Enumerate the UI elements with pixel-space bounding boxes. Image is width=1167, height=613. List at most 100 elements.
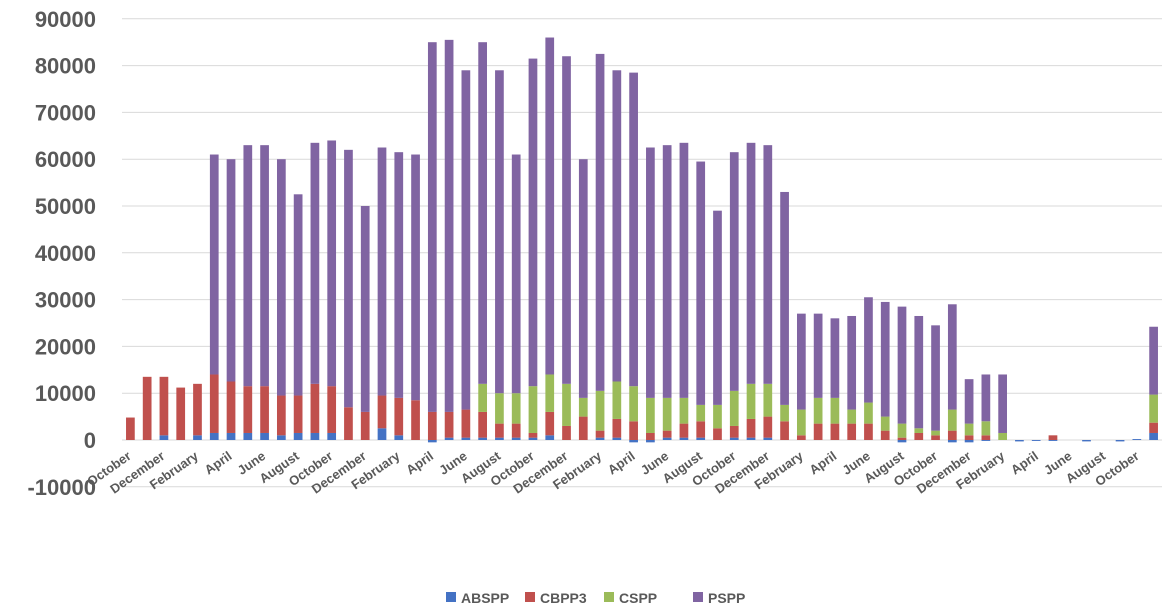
legend-swatch-cbpp3 bbox=[525, 592, 535, 602]
bar-segment-cbpp3 bbox=[880, 430, 890, 440]
bar-segment-cspp bbox=[947, 409, 957, 431]
bar-segment-cspp bbox=[981, 421, 991, 436]
bar-segment-abspp bbox=[293, 432, 303, 440]
bar-segment-pspp bbox=[511, 154, 521, 394]
bar-segment-abspp bbox=[528, 437, 538, 440]
bar-segment-cbpp3 bbox=[646, 432, 655, 440]
bar-segment-abspp bbox=[444, 437, 454, 440]
bar-segment-cbpp3 bbox=[964, 435, 974, 440]
bar-segment-abspp bbox=[1132, 439, 1142, 440]
bar-segment-pspp bbox=[377, 147, 387, 396]
bar-segment-cbpp3 bbox=[729, 425, 739, 438]
bar-segment-cbpp3 bbox=[427, 411, 437, 440]
bar-segment-cbpp3 bbox=[193, 383, 202, 436]
bar-segment-cbpp3 bbox=[914, 432, 924, 440]
bar-segment-cbpp3 bbox=[612, 418, 622, 438]
legend-label-cspp: CSPP bbox=[619, 590, 657, 606]
bar-segment-cbpp3 bbox=[394, 397, 404, 436]
y-tick-label: 40000 bbox=[35, 241, 96, 266]
bar-segment-abspp bbox=[629, 440, 638, 443]
bar-segment-cbpp3 bbox=[243, 386, 253, 433]
bar-segment-cspp bbox=[998, 432, 1007, 440]
bar-segment-abspp bbox=[427, 440, 437, 443]
bar-segment-pspp bbox=[495, 70, 504, 394]
y-tick-label: -10000 bbox=[27, 475, 96, 500]
bar-segment-pspp bbox=[260, 145, 269, 387]
legend-label-pspp: PSPP bbox=[708, 590, 745, 606]
bar-segment-pspp bbox=[830, 318, 840, 398]
bar-segment-cbpp3 bbox=[478, 411, 487, 438]
bar-segment-abspp bbox=[1082, 440, 1091, 442]
bar-segment-abspp bbox=[495, 437, 504, 440]
bar-segment-pspp bbox=[780, 191, 789, 405]
bar-segment-cbpp3 bbox=[444, 411, 454, 438]
bar-segment-abspp bbox=[646, 440, 655, 443]
bar-segment-cbpp3 bbox=[528, 432, 538, 438]
bar-segment-pspp bbox=[746, 142, 756, 384]
bar-segment-pspp bbox=[578, 159, 588, 398]
legend-swatch-abspp bbox=[446, 592, 456, 602]
bar-segment-cbpp3 bbox=[830, 423, 840, 440]
bar-segment-pspp bbox=[947, 304, 957, 410]
bar-segment-cspp bbox=[578, 397, 588, 417]
bar-segment-abspp bbox=[679, 437, 689, 440]
bar-segment-cbpp3 bbox=[629, 421, 638, 440]
bar-segment-cbpp3 bbox=[864, 423, 873, 440]
bar-segment-abspp bbox=[276, 435, 286, 440]
bar-segment-cbpp3 bbox=[763, 416, 773, 438]
bar-segment-pspp bbox=[478, 42, 487, 384]
bar-segment-cspp bbox=[796, 409, 806, 436]
bar-segment-cspp bbox=[880, 416, 890, 431]
bar-segment-pspp bbox=[562, 56, 571, 384]
bar-segment-pspp bbox=[796, 313, 806, 410]
y-tick-label: 80000 bbox=[35, 54, 96, 79]
bar-segment-cspp bbox=[495, 393, 504, 424]
bar-segment-cspp bbox=[763, 383, 773, 417]
bar-segment-cbpp3 bbox=[696, 421, 706, 438]
bar-segment-cbpp3 bbox=[411, 400, 420, 440]
bar-segment-abspp bbox=[478, 437, 487, 440]
bar-segment-pspp bbox=[696, 161, 706, 405]
bar-segment-pspp bbox=[662, 145, 672, 398]
bar-segment-cbpp3 bbox=[142, 376, 152, 440]
bars bbox=[126, 37, 1158, 443]
x-tick-label: April bbox=[202, 448, 235, 477]
bar-segment-cspp bbox=[864, 402, 873, 424]
bar-segment-pspp bbox=[360, 206, 370, 412]
bar-segment-pspp bbox=[931, 325, 940, 431]
legend-label-abspp: ABSPP bbox=[461, 590, 509, 606]
bar-segment-cbpp3 bbox=[511, 423, 521, 438]
bar-segment-pspp bbox=[629, 72, 638, 387]
y-tick-label: 20000 bbox=[35, 334, 96, 359]
bar-segment-abspp bbox=[209, 432, 219, 440]
bar-segment-abspp bbox=[193, 435, 202, 440]
bar-segment-abspp bbox=[1149, 432, 1158, 440]
bar-segment-cbpp3 bbox=[276, 395, 286, 436]
y-tick-label: 70000 bbox=[35, 100, 96, 125]
bar-segment-cbpp3 bbox=[461, 409, 471, 438]
bar-segment-pspp bbox=[1149, 326, 1158, 395]
bar-segment-pspp bbox=[243, 145, 253, 387]
legend: ABSPP CBPP3 CSPP PSPP bbox=[446, 590, 745, 606]
bar-segment-cspp bbox=[562, 383, 571, 426]
y-tick-label: 10000 bbox=[35, 381, 96, 406]
bar-segment-cspp bbox=[897, 423, 907, 438]
x-tick-label: April bbox=[403, 448, 436, 477]
legend-swatch-cspp bbox=[604, 592, 614, 602]
bar-segment-pspp bbox=[679, 142, 689, 398]
bar-segment-pspp bbox=[545, 37, 555, 375]
bar-segment-cbpp3 bbox=[780, 421, 789, 440]
bar-segment-cbpp3 bbox=[713, 428, 722, 440]
bar-segment-abspp bbox=[461, 437, 471, 440]
bar-segment-cbpp3 bbox=[1149, 422, 1158, 433]
x-tick-label: April bbox=[605, 448, 638, 477]
bar-segment-abspp bbox=[260, 432, 269, 440]
y-tick-label: 0 bbox=[84, 428, 96, 453]
bar-segment-cbpp3 bbox=[847, 423, 857, 440]
bar-segment-cbpp3 bbox=[562, 425, 571, 440]
bar-segment-cspp bbox=[1149, 394, 1158, 423]
y-tick-label: 90000 bbox=[35, 7, 96, 32]
